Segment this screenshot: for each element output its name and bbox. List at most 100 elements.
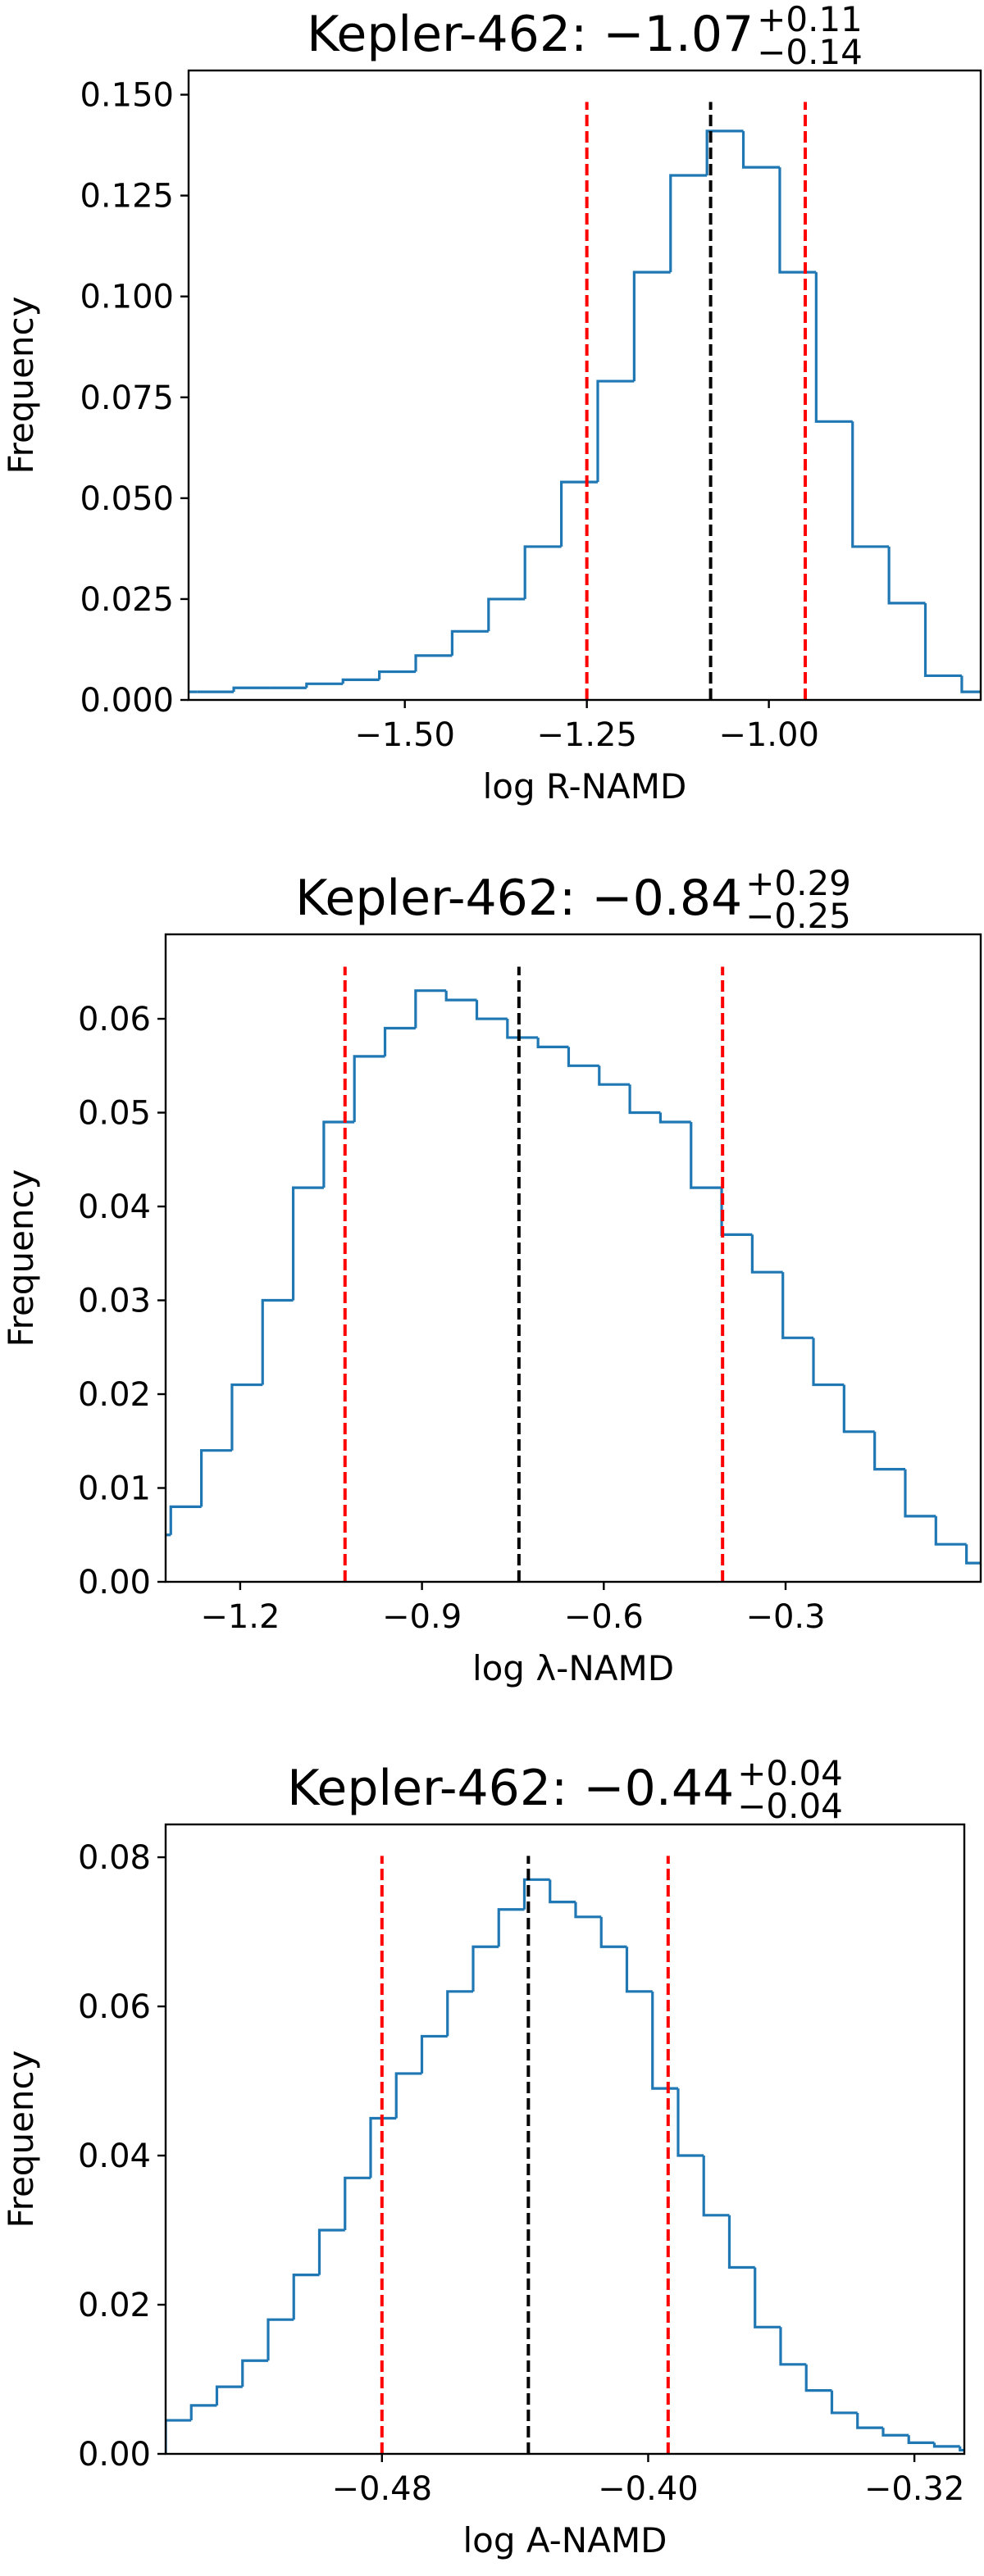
histogram-step	[475, 1000, 508, 1020]
histogram-step	[523, 545, 562, 599]
histogram-step	[754, 2267, 781, 2328]
histogram-step	[215, 2385, 243, 2406]
histogram-step	[676, 2088, 704, 2157]
histogram-step	[596, 379, 635, 483]
y-tick-label: 0.025	[80, 581, 174, 619]
histogram-step	[830, 2390, 858, 2415]
histogram-step	[189, 2404, 217, 2421]
histogram-step	[292, 2274, 320, 2320]
histogram-step	[907, 2435, 935, 2444]
histogram-step	[487, 597, 526, 632]
histogram-step	[414, 989, 447, 1029]
histogram-step	[851, 421, 890, 548]
histogram-step	[341, 678, 380, 684]
histogram-step	[904, 1469, 936, 1518]
title-subscript: −0.14	[757, 32, 863, 72]
y-tick-label: 0.04	[78, 2138, 151, 2175]
histogram-step	[472, 1945, 499, 1992]
y-axis-label: Frequency	[1, 297, 41, 475]
y-tick-label: 0.125	[80, 178, 174, 216]
histogram-step	[506, 1019, 539, 1039]
y-tick-label: 0.100	[80, 279, 174, 316]
y-axis-label: Frequency	[1, 2051, 41, 2228]
y-tick-label: 0.05	[78, 1095, 151, 1133]
histogram-step	[169, 1505, 202, 1535]
histogram-step	[690, 1121, 722, 1189]
histogram-step	[317, 2228, 345, 2275]
histogram-step	[814, 272, 853, 423]
histogram-panel: 0.000 0.025 0.050 0.075 0.100 0.125 0.150 −1.50…	[1, 0, 982, 806]
histogram-step	[322, 1120, 355, 1188]
chart-title: Kepler-462: −1.07	[307, 6, 754, 63]
histogram-panel: 0.00 0.02 0.04 0.06 0.08 −0.48 −0.40 −0.32 log A…	[1, 1753, 966, 2560]
histogram-step	[450, 629, 489, 656]
y-tick-label: 0.06	[78, 1988, 151, 2026]
x-tick-label: −1.25	[536, 716, 637, 754]
histogram-panel: 0.00 0.01 0.02 0.03 0.04 0.05 0.06 −1.2 −0.9 −0.6…	[1, 863, 982, 1688]
title-subscript: −0.25	[745, 896, 851, 936]
axes-frame	[164, 1823, 966, 2456]
y-axis-label: Frequency	[1, 1170, 41, 1347]
y-tick-label: 0.06	[78, 1001, 151, 1038]
y-tick-label: 0.150	[80, 77, 174, 115]
histogram-step	[705, 129, 744, 175]
x-tick-label: −0.32	[864, 2470, 965, 2508]
histogram-step	[781, 1272, 814, 1339]
histogram-step	[882, 2428, 909, 2437]
histogram-step	[559, 480, 598, 547]
histogram-step	[856, 2412, 883, 2429]
histogram-step	[266, 2318, 294, 2361]
x-tick-label: −1.50	[354, 716, 455, 754]
x-tick-label: −0.3	[745, 1598, 825, 1636]
y-tick-label: 0.01	[78, 1470, 151, 1508]
histogram-step	[420, 2034, 448, 2074]
histogram-step	[598, 1065, 631, 1086]
title-subscript: −0.04	[737, 1786, 843, 1826]
histogram-step	[625, 1947, 653, 1993]
y-tick-label: 0.000	[80, 682, 174, 720]
histogram-step	[720, 1188, 753, 1236]
histogram-step	[414, 654, 453, 672]
histogram-step	[344, 2176, 371, 2231]
histogram-step	[241, 2359, 268, 2387]
histogram-step	[574, 1901, 602, 1919]
histogram-step	[632, 270, 671, 382]
histogram-step	[353, 1055, 385, 1122]
x-tick-label: −0.6	[564, 1598, 644, 1636]
histogram-step	[536, 1037, 569, 1048]
histogram-step	[669, 174, 708, 273]
histogram-step	[599, 1916, 627, 1948]
chart-title: Kepler-462: −0.44	[287, 1760, 734, 1817]
histogram-step	[812, 1338, 845, 1387]
y-tick-label: 0.04	[78, 1188, 151, 1226]
y-tick-label: 0.00	[78, 2436, 151, 2474]
histogram-step	[549, 1879, 576, 1904]
x-tick-label: −0.40	[598, 2470, 699, 2508]
histogram-step	[658, 1112, 691, 1124]
histogram-step	[522, 1878, 550, 1910]
chart-title: Kepler-462: −0.84	[295, 870, 742, 927]
histogram-step	[934, 1515, 967, 1546]
histogram-step	[383, 1026, 416, 1056]
x-axis-label: log A-NAMD	[462, 2520, 667, 2560]
x-axis-label: log λ-NAMD	[472, 1648, 674, 1688]
y-tick-label: 0.03	[78, 1283, 151, 1320]
histogram-step	[261, 1298, 294, 1385]
histogram-step	[166, 2419, 192, 2454]
title-superscript: +0.04	[737, 1753, 843, 1793]
x-axis-label: log R-NAMD	[483, 766, 687, 806]
histogram-step	[887, 546, 926, 605]
y-tick-label: 0.08	[78, 1839, 151, 1877]
histogram-step	[628, 1084, 661, 1115]
x-tick-label: −0.48	[332, 2470, 433, 2508]
title: Kepler-462: −0.84 +0.29−0.25	[295, 863, 851, 936]
y-tick-label: 0.02	[78, 1376, 151, 1414]
axes-frame	[164, 933, 982, 1583]
histogram-step	[702, 2156, 730, 2217]
histogram-step	[444, 990, 477, 1002]
title: Kepler-462: −1.07 +0.11−0.14	[307, 0, 863, 72]
y-tick-label: 0.050	[80, 480, 174, 518]
title-superscript: +0.29	[745, 863, 851, 903]
histogram-step	[446, 1990, 473, 2037]
